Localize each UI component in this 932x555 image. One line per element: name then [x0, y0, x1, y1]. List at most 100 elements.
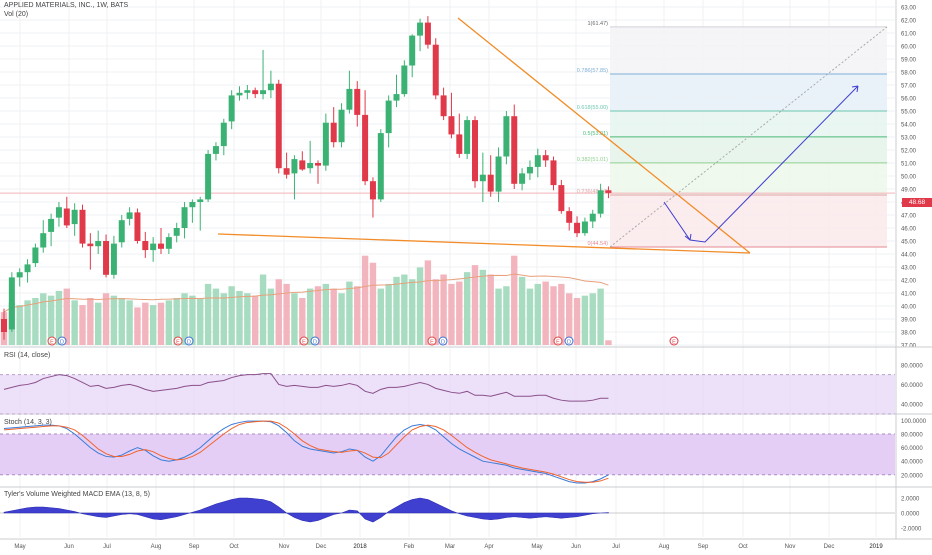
- volume-bar: [322, 283, 330, 345]
- event-marker-circle: [427, 336, 437, 346]
- volume-bar: [267, 288, 275, 345]
- fib-level-label: 0.382(51.01): [577, 157, 608, 163]
- fib-level-label: 0(44.54): [588, 241, 609, 247]
- volume-bar: [102, 293, 110, 345]
- volume-bar: [440, 274, 447, 345]
- candle-body: [409, 35, 416, 66]
- symbol-legend[interactable]: APPLIED MATERIALS, INC., 1W, BATS: [4, 2, 129, 9]
- volume-bar: [228, 286, 235, 345]
- candle-body: [173, 228, 180, 236]
- fib-level-label: 0.618(55.00): [577, 105, 608, 111]
- volume-bar: [87, 298, 94, 345]
- candle-body: [542, 155, 549, 161]
- candle-body: [197, 199, 204, 202]
- price-tick-label: 58.00: [901, 71, 917, 77]
- candle-body: [275, 83, 282, 169]
- candle-body: [495, 156, 502, 192]
- x-tick-label: Nov: [279, 544, 290, 550]
- projection-path: [663, 85, 859, 243]
- candle-body: [369, 181, 376, 200]
- price-tick-label: 39.00: [901, 318, 917, 324]
- volume-bar: [197, 298, 204, 345]
- candle-body: [126, 212, 133, 219]
- price-tick-label: 49.00: [901, 188, 917, 194]
- x-tick-label: Aug: [151, 544, 162, 550]
- event-marker: D: [184, 336, 194, 346]
- candle-body: [338, 109, 345, 143]
- volume-bar: [518, 276, 526, 345]
- volume-bar: [173, 298, 180, 345]
- stoch-legend[interactable]: Stoch (14, 3, 3): [4, 419, 52, 426]
- candle-body: [589, 213, 596, 222]
- rsi-legend[interactable]: RSI (14, close): [4, 352, 51, 359]
- event-marker-label: E: [430, 339, 434, 345]
- volume-bar: [597, 288, 604, 345]
- fib-zone: [610, 194, 887, 247]
- candle-body: [24, 264, 31, 273]
- candle-body: [299, 160, 306, 170]
- x-tick-label: Sep: [698, 544, 709, 550]
- volume-bar: [47, 295, 55, 345]
- volume-bar: [566, 293, 573, 345]
- volume-bar: [212, 288, 220, 345]
- volume-bar: [55, 290, 63, 345]
- volume-legend[interactable]: Vol (20): [4, 11, 29, 18]
- candle-body: [220, 122, 227, 147]
- candle-body: [181, 207, 188, 228]
- fib-zone: [610, 136, 887, 163]
- candle-body: [448, 116, 455, 135]
- volume-bar: [314, 286, 322, 345]
- volume-bar: [558, 283, 565, 345]
- macd-tick-label: 2.0000: [901, 497, 920, 503]
- candle-body: [519, 173, 526, 184]
- candle-body: [472, 120, 478, 182]
- volume-ma-line: [3, 273, 609, 313]
- candle-body: [511, 116, 518, 184]
- candle-body: [322, 122, 329, 166]
- event-marker-circle: [438, 336, 448, 346]
- x-tick-label: Dec: [316, 544, 327, 550]
- candle-body: [16, 272, 23, 278]
- volume-bar: [471, 265, 479, 345]
- volume-bar: [354, 286, 361, 345]
- stoch-tick-label: 40.0000: [901, 460, 923, 466]
- volume-bar: [157, 302, 165, 345]
- volume-bar: [275, 279, 282, 345]
- rsi-line: [3, 373, 609, 402]
- volume-bar: [479, 269, 487, 345]
- candle-body: [330, 122, 337, 143]
- candle-body: [260, 90, 267, 95]
- volume-bar: [134, 307, 141, 345]
- macd-legend[interactable]: Tyler's Volume Weighted MACD EMA (13, 8,…: [4, 491, 150, 498]
- event-marker-circle: [57, 336, 67, 346]
- candle-body: [48, 218, 55, 232]
- price-tick-label: 57.00: [901, 84, 917, 90]
- volume-bar: [534, 283, 541, 345]
- fib-level-label: 0.236(48.54): [577, 189, 608, 195]
- price-tick-label: 50.00: [901, 175, 917, 181]
- price-tick-label: 47.00: [901, 214, 917, 220]
- volume-bar: [110, 295, 118, 345]
- event-marker: E: [427, 336, 437, 346]
- price-tick-label: 54.00: [901, 123, 917, 129]
- event-marker-circle: [310, 336, 320, 346]
- x-tick-label: Aug: [659, 544, 670, 550]
- stoch-tick-label: 100.0000: [901, 419, 927, 425]
- candle-body: [417, 22, 424, 36]
- volume-bar: [95, 302, 102, 345]
- candle-body: [315, 163, 321, 166]
- event-marker-circle: [669, 336, 679, 346]
- event-marker: D: [564, 336, 574, 346]
- candle-body: [142, 241, 149, 251]
- volume-bar: [448, 283, 455, 345]
- rsi-tick-label: 80.0000: [901, 363, 923, 369]
- volume-bar: [393, 276, 400, 345]
- candle-body: [8, 277, 15, 330]
- candle-body: [479, 174, 486, 182]
- volume-bar: [409, 279, 416, 345]
- event-marker-label: D: [441, 339, 445, 345]
- candle-body: [32, 247, 39, 264]
- price-tick-label: 40.00: [901, 305, 917, 311]
